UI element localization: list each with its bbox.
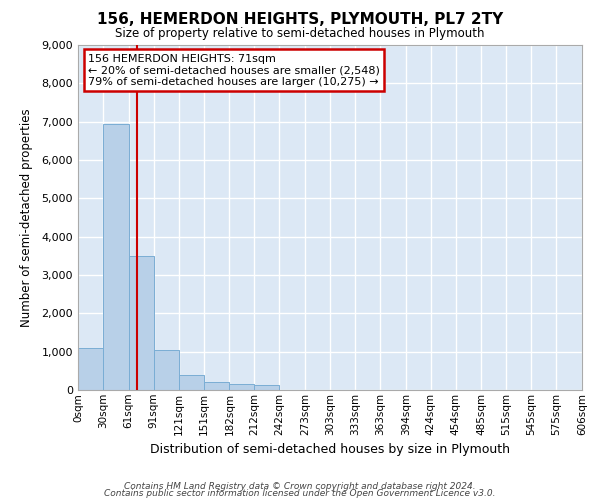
Bar: [78, 348, 103, 390]
Text: Size of property relative to semi-detached houses in Plymouth: Size of property relative to semi-detach…: [115, 28, 485, 40]
Y-axis label: Number of semi-detached properties: Number of semi-detached properties: [20, 108, 33, 327]
Bar: [103, 124, 129, 390]
Bar: [229, 384, 254, 390]
Bar: [203, 382, 229, 390]
Bar: [129, 256, 154, 390]
Bar: [179, 374, 203, 390]
Bar: [154, 350, 179, 390]
Bar: [254, 386, 279, 390]
X-axis label: Distribution of semi-detached houses by size in Plymouth: Distribution of semi-detached houses by …: [150, 443, 510, 456]
Text: 156 HEMERDON HEIGHTS: 71sqm
← 20% of semi-detached houses are smaller (2,548)
79: 156 HEMERDON HEIGHTS: 71sqm ← 20% of sem…: [88, 54, 380, 87]
Text: 156, HEMERDON HEIGHTS, PLYMOUTH, PL7 2TY: 156, HEMERDON HEIGHTS, PLYMOUTH, PL7 2TY: [97, 12, 503, 28]
Text: Contains HM Land Registry data © Crown copyright and database right 2024.: Contains HM Land Registry data © Crown c…: [124, 482, 476, 491]
Text: Contains public sector information licensed under the Open Government Licence v3: Contains public sector information licen…: [104, 489, 496, 498]
